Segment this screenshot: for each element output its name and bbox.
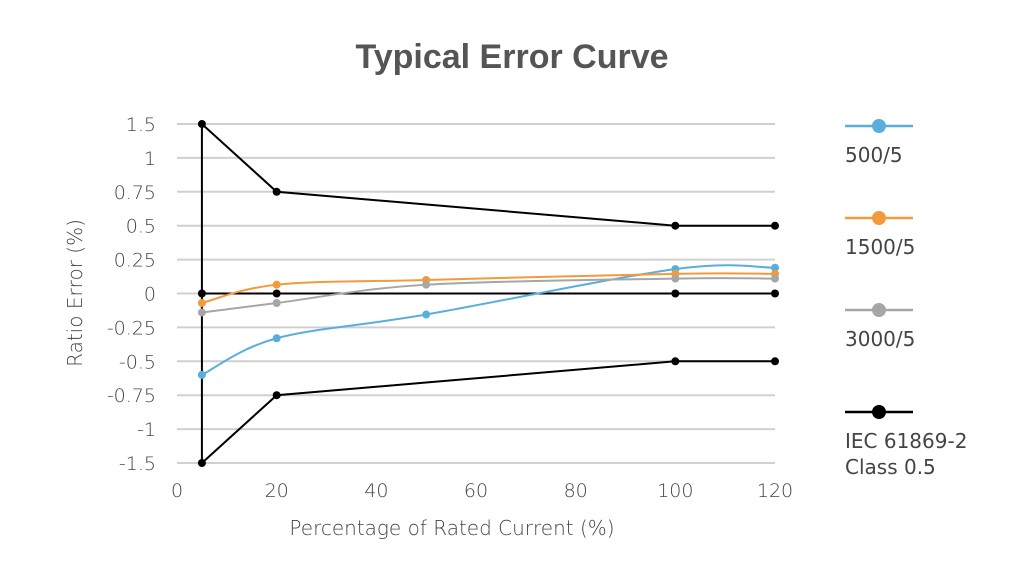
y-tick-label: -0.25	[107, 317, 156, 339]
x-axis-label: Percentage of Rated Current (%)	[289, 516, 614, 540]
data-point	[771, 263, 779, 272]
series-line	[201, 123, 775, 227]
data-point	[197, 298, 206, 307]
y-tick-label: 0.25	[114, 250, 156, 272]
data-point	[272, 298, 281, 307]
x-tick-label: 40	[364, 480, 388, 502]
data-point	[272, 334, 281, 343]
x-tick-label: 80	[564, 480, 588, 502]
data-point	[272, 391, 281, 400]
data-point	[671, 357, 680, 366]
y-tick-label: 0.5	[126, 216, 156, 238]
data-point	[771, 289, 779, 298]
x-tick-label: 60	[464, 480, 488, 502]
series-line	[201, 360, 775, 464]
y-tick-label: -1.5	[119, 453, 156, 475]
data-point	[771, 221, 779, 230]
chart-title: Typical Error Curve	[355, 38, 669, 76]
legend-marker	[845, 303, 913, 317]
legend-label: 500/5	[845, 143, 903, 167]
data-point	[272, 280, 281, 289]
data-point	[671, 289, 680, 298]
data-point	[771, 274, 779, 283]
data-point	[771, 357, 779, 366]
y-tick-label: -0.75	[107, 385, 156, 407]
legend-item: 1500/5	[845, 210, 995, 260]
series-line	[201, 272, 776, 304]
legend-label: IEC 61869-2 Class 0.5	[845, 429, 968, 479]
data-point	[272, 187, 281, 196]
y-tick-label: 1.5	[126, 114, 156, 136]
x-tick-label: 100	[657, 480, 693, 502]
y-tick-label: 0.75	[114, 182, 156, 204]
data-point	[422, 310, 431, 319]
data-point	[671, 274, 680, 283]
legend-item: IEC 61869-2 Class 0.5	[845, 404, 995, 480]
legend-item: 500/5	[845, 118, 995, 168]
legend-label: 1500/5	[845, 235, 916, 259]
y-tick-label: -0.5	[119, 351, 156, 373]
legend-label: 3000/5	[845, 327, 916, 351]
series-line	[201, 277, 776, 314]
legend-marker	[845, 119, 913, 133]
y-axis-label: Ratio Error (%)	[63, 219, 87, 367]
data-point	[671, 221, 680, 230]
data-point	[272, 289, 281, 298]
data-point	[197, 308, 206, 317]
data-point	[422, 280, 431, 289]
data-point	[197, 370, 206, 379]
y-tick-label: 1	[144, 148, 156, 170]
legend-marker	[845, 405, 913, 419]
series-line	[201, 264, 776, 376]
x-tick-label: 20	[265, 480, 289, 502]
legend-item: 3000/5	[845, 302, 995, 352]
x-tick-label: 0	[171, 480, 183, 502]
x-tick-label: 120	[757, 480, 793, 502]
y-tick-label: -1	[137, 419, 156, 441]
legend-marker	[845, 211, 913, 225]
y-tick-label: 0	[144, 284, 156, 306]
